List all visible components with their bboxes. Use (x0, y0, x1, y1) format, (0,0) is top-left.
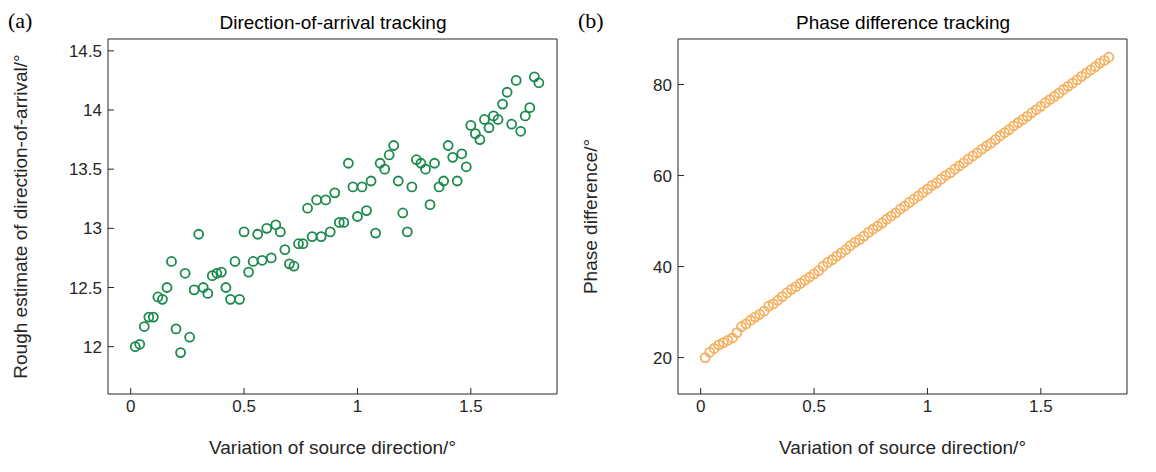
svg-text:0.5: 0.5 (802, 397, 826, 416)
html-text:(a): (a) (8, 8, 33, 33)
svg-text:12: 12 (83, 338, 102, 357)
svg-text:Phase difference/°: Phase difference/° (580, 139, 601, 294)
svg-text:20: 20 (653, 349, 672, 368)
svg-text:0: 0 (696, 397, 705, 416)
svg-text:1.5: 1.5 (1029, 397, 1053, 416)
svg-text:12.5: 12.5 (69, 279, 102, 298)
svg-text:13.5: 13.5 (69, 160, 102, 179)
svg-text:80: 80 (653, 76, 672, 95)
svg-text:Rough estimate of direction-of: Rough estimate of direction-of-arrival/° (10, 54, 31, 378)
svg-text:40: 40 (653, 258, 672, 277)
svg-text:14.5: 14.5 (69, 42, 102, 61)
svg-text:0.5: 0.5 (232, 397, 256, 416)
svg-text:Variation of source direction/: Variation of source direction/° (209, 437, 456, 458)
svg-text:Variation of source direction/: Variation of source direction/° (779, 437, 1026, 458)
svg-text:0: 0 (126, 397, 135, 416)
svg-text:1: 1 (923, 397, 932, 416)
svg-text:1: 1 (353, 397, 362, 416)
svg-text:1.5: 1.5 (459, 397, 483, 416)
svg-text:60: 60 (653, 167, 672, 186)
html-text:Direction-of-arrival tracking: Direction-of-arrival tracking (219, 12, 447, 33)
html-text:(b): (b) (578, 8, 604, 33)
svg-text:14: 14 (83, 101, 102, 120)
html-text:Phase difference tracking: Phase difference tracking (796, 12, 1010, 33)
svg-text:13: 13 (83, 219, 102, 238)
